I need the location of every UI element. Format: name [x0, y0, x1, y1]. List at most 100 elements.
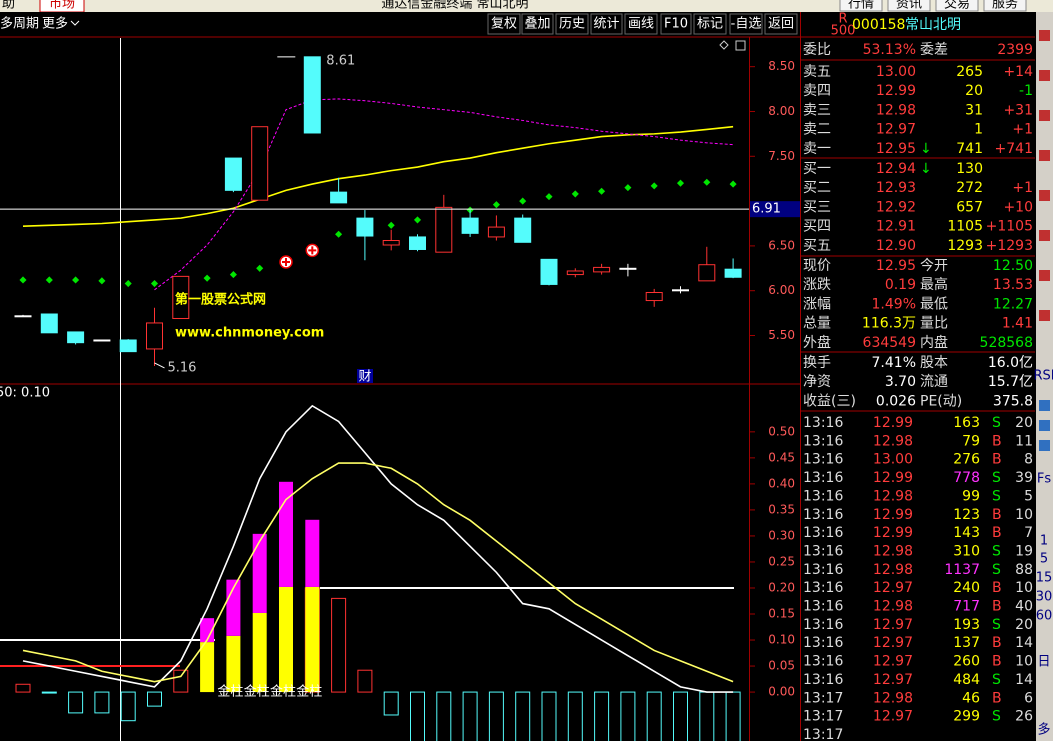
sar-dot: [519, 197, 527, 205]
toolbar-button-label[interactable]: 历史: [559, 17, 585, 32]
stat-label: 最高: [920, 276, 948, 293]
gold-bar-top: [305, 519, 320, 587]
period-button[interactable]: 多周期: [0, 16, 39, 32]
candle-body: [356, 217, 374, 237]
trade-price: 12.97: [873, 654, 913, 670]
trade-time: 13:17: [803, 727, 843, 741]
menu-box[interactable]: [887, 0, 931, 12]
toolbar-button-label[interactable]: 统计: [593, 17, 619, 32]
trade-time: 13:16: [803, 488, 843, 504]
trade-volume: 310: [953, 543, 980, 559]
trade-side: S: [992, 415, 1001, 431]
trade-count: 19: [1015, 543, 1033, 559]
side-tool[interactable]: RSI: [1033, 369, 1053, 384]
toolbar-button-label[interactable]: 画线: [628, 17, 654, 32]
toolbar-button[interactable]: [555, 13, 589, 35]
side-icon[interactable]: [1039, 110, 1050, 121]
menu-item[interactable]: 服务: [992, 0, 1018, 12]
side-tool[interactable]: 多: [1037, 722, 1050, 738]
side-tool[interactable]: 1: [1040, 534, 1048, 549]
candle-body: [566, 270, 584, 276]
icon[interactable]: [735, 40, 746, 51]
toolbar-button[interactable]: [660, 13, 692, 35]
stat-label: PE(动): [920, 393, 962, 409]
trade-side: S: [992, 709, 1001, 725]
market-tab-label[interactable]: 市场: [49, 0, 75, 12]
trade-time: 13:16: [803, 525, 843, 541]
side-tool[interactable]: 日: [1037, 655, 1050, 670]
side-icon[interactable]: [1039, 30, 1050, 41]
toolbar-button-label[interactable]: 复权: [491, 16, 517, 32]
stat-label: 收益(三): [803, 393, 856, 409]
title-bar-texts: 助 市场 通达信金融终端 常山北明 行情 资讯 交易 服务: [2, 0, 1027, 12]
stat-value: 12.50: [993, 258, 1033, 274]
event-marker-box[interactable]: [357, 369, 373, 383]
toolbar-button-label[interactable]: F10: [664, 17, 688, 32]
sar-dot: [571, 190, 579, 198]
side-tool[interactable]: 60: [1036, 609, 1053, 624]
icon[interactable]: [719, 40, 729, 50]
toolbar-button[interactable]: [624, 13, 658, 35]
toolbar-button[interactable]: [764, 13, 798, 35]
gold-bar-top: [252, 533, 267, 613]
candle-body: [382, 240, 400, 246]
histogram-bar: [357, 669, 373, 693]
side-tool[interactable]: Fs: [1037, 472, 1051, 487]
candle-body: [514, 217, 532, 243]
menu-box[interactable]: [935, 0, 979, 12]
menu-box[interactable]: [839, 0, 883, 12]
side-icon[interactable]: [1039, 420, 1050, 431]
toolbar-button[interactable]: [590, 13, 623, 35]
side-tool[interactable]: 5: [1040, 552, 1048, 567]
histogram-bar: [515, 691, 531, 741]
side-tool[interactable]: 15: [1036, 571, 1053, 586]
trade-side: S: [992, 543, 1001, 559]
book-arrow: ↓: [920, 141, 932, 157]
book-label: 卖二: [803, 122, 831, 138]
menu-item[interactable]: 行情: [848, 0, 874, 12]
menu-item[interactable]: 助: [2, 0, 15, 12]
toolbar-button-label[interactable]: 返回: [768, 17, 794, 32]
candle-body: [619, 267, 637, 270]
toolbar-button[interactable]: [521, 13, 554, 35]
toolbar-button[interactable]: [693, 13, 727, 35]
histogram-bar: [673, 691, 688, 741]
toolbar-button[interactable]: [487, 13, 521, 35]
side-icon[interactable]: [1039, 270, 1050, 281]
toolbar-button-label[interactable]: -自选: [731, 17, 762, 32]
sar-dot: [545, 193, 553, 201]
side-icon[interactable]: [1039, 230, 1050, 241]
cursor-value: 6.91: [752, 202, 781, 217]
toolbar-button-label[interactable]: 标记: [697, 17, 723, 32]
side-icon[interactable]: [1039, 150, 1050, 161]
toolbar-button[interactable]: [729, 13, 763, 35]
book-price: 12.98: [876, 102, 916, 118]
side-icon[interactable]: [1039, 310, 1050, 321]
more-button[interactable]: 更多: [42, 16, 68, 32]
menu-item[interactable]: 资讯: [896, 0, 922, 12]
event-marker[interactable]: 财: [358, 370, 371, 385]
trade-count: 6: [1024, 690, 1033, 706]
stat-label: 总量: [803, 316, 831, 332]
badge-sub: 500: [831, 24, 856, 39]
toolbar-buttons: 复权 叠加 历史 统计 画线 F10 标记 -自选 返回: [487, 13, 798, 35]
sar-dot: [229, 271, 237, 279]
menu-box[interactable]: [983, 0, 1027, 12]
trade-side: B: [992, 599, 1002, 615]
trade-price: 12.99: [873, 415, 913, 431]
gold-bar-base: [279, 586, 293, 693]
menu-item[interactable]: 交易: [944, 0, 970, 12]
trade-volume: 143: [953, 525, 980, 541]
stat-value: 7.41%: [872, 355, 916, 371]
side-tool[interactable]: 30: [1036, 590, 1053, 605]
stat-value: 634549: [863, 335, 916, 351]
side-icon[interactable]: [1039, 70, 1050, 81]
side-icon[interactable]: [1039, 440, 1050, 451]
histogram-bar: [699, 691, 715, 741]
side-icon[interactable]: [1039, 190, 1050, 201]
side-icon[interactable]: [1039, 400, 1050, 411]
market-tab[interactable]: [39, 0, 85, 12]
gold-bar-label: 金柱: [217, 684, 243, 700]
histogram-bar: [120, 691, 136, 722]
toolbar-button-label[interactable]: 叠加: [524, 17, 550, 32]
